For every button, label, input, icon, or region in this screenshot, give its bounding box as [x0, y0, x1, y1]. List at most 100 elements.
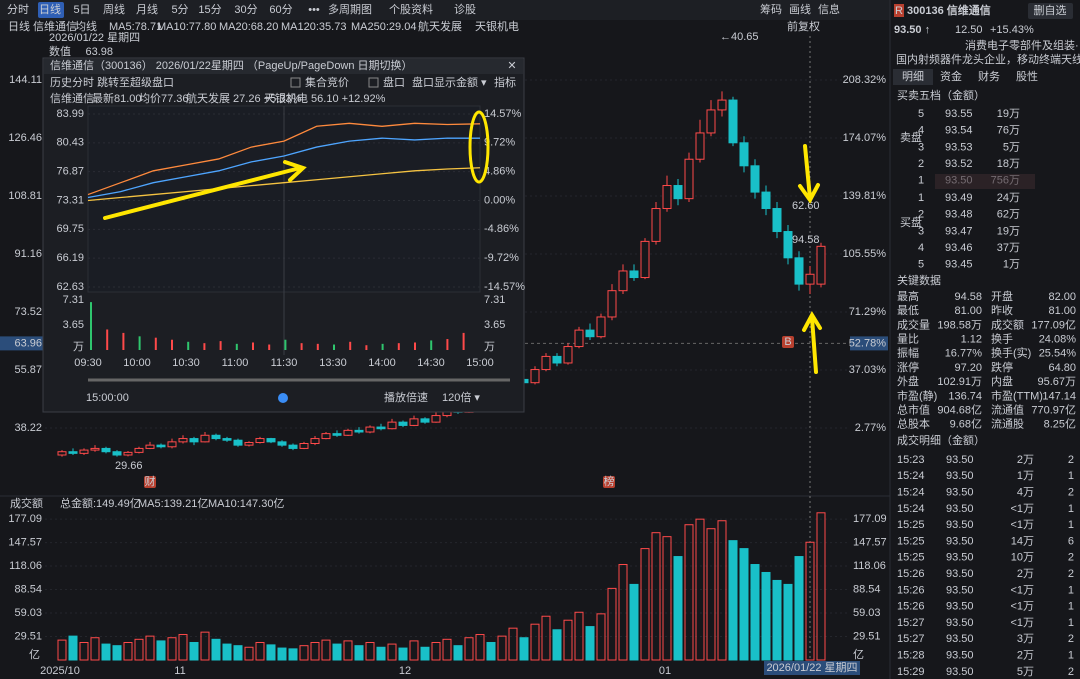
trade-count: 6 — [1068, 535, 1074, 547]
adjust: 前复权 — [787, 19, 820, 33]
close-button[interactable]: ✕ — [507, 60, 516, 72]
stat-label: 总市值 — [897, 403, 930, 417]
arrow — [810, 316, 818, 374]
volume-bar — [387, 643, 397, 661]
stat-value: 24.08% — [1039, 334, 1077, 346]
y-tick-label: 55.87 — [14, 364, 42, 376]
trade-count: 2 — [1068, 633, 1074, 645]
tab[interactable]: 30分 — [234, 3, 257, 16]
unfollow[interactable]: 删自选 — [1034, 4, 1067, 17]
book-level: 3 — [918, 225, 924, 237]
tab[interactable]: 股性 — [1016, 69, 1038, 83]
candle-body — [662, 185, 672, 210]
tab[interactable]: 资金 — [940, 69, 962, 83]
y-tick-label: 38.22 — [14, 422, 42, 434]
stat-value: 95.67万 — [1037, 376, 1076, 388]
tab[interactable]: 诊股 — [454, 2, 476, 16]
pct-tick-label: 174.07% — [843, 132, 887, 144]
popup-layer: 信维通信（300136） 2026/01/22星期四 （PageUp/PageD… — [42, 57, 525, 413]
candle-body — [178, 438, 188, 443]
stat-label: 换手 — [991, 332, 1013, 346]
highlight-row — [935, 174, 1035, 189]
candle-body — [222, 438, 232, 441]
button[interactable]: 指标 — [494, 75, 516, 89]
trade-amount: 3万 — [1017, 633, 1034, 645]
button[interactable]: 跳转至超级盘口 — [97, 75, 174, 89]
volume-bar — [310, 641, 320, 661]
tab[interactable]: 5分 — [171, 3, 188, 16]
candle-body — [420, 418, 430, 423]
trade-amount: 2万 — [1017, 568, 1034, 580]
tool[interactable]: 画线 — [789, 2, 811, 16]
tab[interactable]: ••• — [308, 4, 320, 16]
tab[interactable]: 15分 — [198, 3, 221, 16]
stat-value: 81.00 — [954, 305, 982, 317]
current-label: 63.96 — [14, 337, 42, 349]
tab[interactable]: 周线 — [103, 2, 125, 16]
trade-count: 2 — [1068, 552, 1074, 564]
candle-body — [629, 270, 639, 279]
candle-body — [783, 231, 793, 259]
candle-body — [761, 191, 771, 210]
checkbox[interactable]: 集合竞价 — [305, 75, 349, 89]
tab[interactable]: 明细 — [902, 70, 924, 83]
tab[interactable]: 个股资料 — [389, 2, 433, 16]
trade-price: 93.50 — [946, 584, 974, 596]
trade-time: 15:27 — [897, 633, 925, 645]
trade-count: 1 — [1068, 470, 1074, 482]
tab[interactable]: 多周期图 — [328, 2, 372, 16]
candle-body — [431, 415, 441, 423]
book-price: 93.48 — [945, 209, 973, 221]
annotation: 94.58 — [792, 234, 820, 246]
unfollow-bg[interactable] — [1028, 3, 1073, 19]
side-label: 买盘 — [900, 215, 922, 229]
tab[interactable]: 月线 — [136, 2, 158, 16]
book-level: 4 — [918, 242, 924, 254]
checkbox[interactable]: 盘口 — [383, 75, 405, 89]
stat-label: 振幅 — [897, 346, 919, 360]
book-level: 4 — [918, 125, 924, 137]
intraday-volume — [235, 343, 238, 350]
tool[interactable]: 信息 — [818, 2, 840, 16]
candle-body — [618, 270, 628, 292]
tab[interactable]: 财务 — [978, 69, 1000, 83]
badge-bg — [894, 4, 904, 17]
volume-bar — [816, 512, 826, 661]
pct-tick-label: -14.57% — [484, 281, 525, 293]
trade-amount: 10万 — [1011, 552, 1034, 564]
book-amount: 19万 — [997, 225, 1020, 237]
trade-amount: <1万 — [1010, 519, 1034, 531]
trade-time: 15:27 — [897, 617, 925, 629]
tool[interactable]: 筹码 — [760, 2, 782, 16]
checkbox[interactable] — [368, 77, 379, 88]
candle-body — [816, 245, 826, 285]
tab[interactable]: 5日 — [73, 4, 90, 16]
candle-body — [695, 132, 705, 160]
volume-bar — [123, 641, 133, 661]
speed[interactable]: 120倍 ▾ — [442, 390, 480, 404]
candle-body — [299, 442, 309, 449]
volume-bar — [563, 619, 573, 661]
stat-value: 147.14 — [1042, 390, 1076, 402]
volume-bar — [464, 637, 474, 661]
candle-body — [244, 442, 254, 446]
volume-ma: 总金额:149.49亿 — [60, 496, 141, 510]
play-button[interactable] — [278, 393, 288, 403]
trade-time: 15:25 — [897, 552, 925, 564]
tab[interactable]: 分时 — [7, 3, 29, 16]
volume-bar — [651, 532, 661, 661]
stat-label: 市盈(静) — [897, 388, 937, 402]
button[interactable]: 历史分时 — [50, 76, 94, 89]
select[interactable]: 盘口显示金额 ▾ — [412, 75, 487, 89]
tab[interactable]: 日线 — [39, 2, 61, 16]
tab-active — [893, 69, 933, 85]
tab[interactable]: 60分 — [269, 3, 292, 16]
intraday-volume — [284, 339, 287, 350]
trade-time: 15:26 — [897, 601, 925, 613]
book-level: 2 — [918, 158, 924, 170]
volume-bar — [299, 645, 309, 661]
checkbox[interactable] — [290, 77, 301, 88]
arrow — [103, 166, 302, 220]
ma-item: MA120:35.73 — [281, 21, 346, 33]
pct-tick-label: -9.72% — [484, 252, 519, 264]
